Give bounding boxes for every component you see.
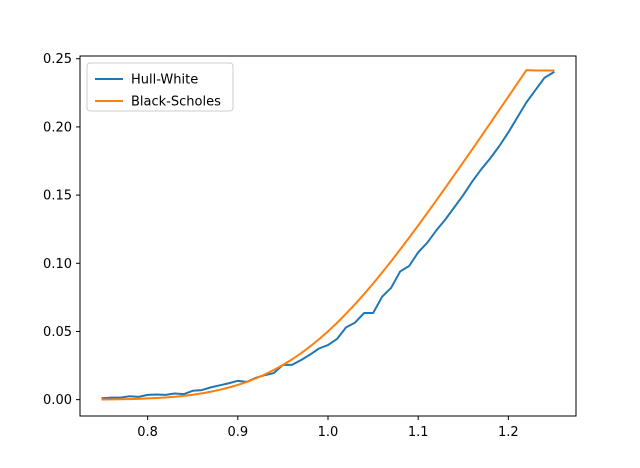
plot-area [101,69,555,401]
x-tick-label: 1.0 [318,425,339,440]
x-tick-label: 1.2 [498,425,519,440]
y-tick-label: 0.25 [43,52,72,67]
y-tick-label: 0.15 [43,189,72,204]
x-axis: 0.8 0.9 1.0 1.1 1.2 [137,416,519,440]
x-tick-label: 0.9 [227,425,248,440]
legend-label: Hull-White [131,73,198,88]
legend: Hull-White Black-Scholes [86,62,234,112]
y-tick-label: 0.20 [43,120,72,135]
x-tick-label: 1.1 [408,425,429,440]
y-tick-label: 0.00 [43,393,72,408]
y-axis: 0.00 0.05 0.10 0.15 0.20 0.25 [43,52,80,408]
series-line-hull-white [101,70,555,400]
series-line-black-scholes [101,69,555,401]
legend-label: Black-Scholes [131,95,221,110]
y-tick-label: 0.05 [43,325,72,340]
y-tick-label: 0.10 [43,257,72,272]
x-tick-label: 0.8 [137,425,158,440]
axes-frame [79,55,577,417]
legend-box [86,62,234,112]
